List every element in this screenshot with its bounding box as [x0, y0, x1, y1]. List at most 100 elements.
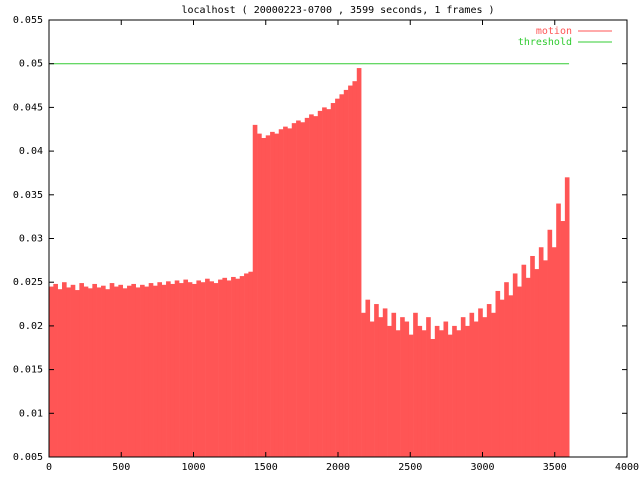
motion-bar [356, 68, 362, 457]
motion-bar [62, 282, 67, 457]
motion-bar [426, 317, 431, 457]
x-tick-label: 2500 [398, 462, 422, 473]
motion-bar [226, 280, 232, 457]
motion-bar [335, 98, 340, 457]
motion-bar [105, 289, 110, 457]
motion-bar [166, 281, 171, 457]
motion-bar [486, 304, 492, 457]
motion-bar [183, 279, 189, 457]
motion-bar [88, 288, 93, 457]
motion-bar [391, 312, 397, 457]
motion-bar [417, 325, 423, 457]
motion-bar [101, 285, 106, 457]
motion-bar [478, 308, 483, 457]
motion-bar [413, 312, 418, 457]
motion-bar [127, 285, 132, 457]
motion-bar [547, 229, 553, 457]
y-tick-label: 0.01 [19, 408, 43, 419]
motion-bar [92, 283, 97, 457]
motion-bar [330, 103, 336, 457]
motion-bar [239, 276, 245, 457]
motion-bar [326, 109, 332, 457]
motion-bar [148, 283, 154, 457]
motion-bar [79, 283, 84, 457]
motion-bar [157, 282, 163, 457]
motion-bar [361, 312, 366, 457]
motion-bar [534, 269, 540, 457]
motion-bar [495, 290, 501, 457]
motion-bar [525, 277, 531, 457]
y-tick-label: 0.05 [19, 59, 43, 70]
motion-bar [543, 260, 548, 457]
motion-bar [512, 273, 518, 457]
motion-bar [291, 123, 297, 457]
motion-bar [235, 278, 241, 457]
motion-bar [261, 137, 267, 458]
motion-bar [421, 330, 427, 457]
motion-bar [369, 321, 375, 457]
motion-bar [556, 203, 561, 457]
motion-bar [248, 271, 254, 457]
motion-bar [343, 89, 349, 458]
motion-bar [521, 264, 527, 457]
x-tick-label: 0 [46, 462, 52, 473]
motion-bar [400, 317, 405, 457]
motion-bar [430, 339, 436, 457]
motion-bar [278, 129, 284, 457]
motion-bar [274, 133, 280, 457]
motion-bar [252, 124, 258, 457]
motion-bar [53, 283, 58, 457]
motion-bar [465, 325, 470, 457]
motion-bar [434, 325, 440, 457]
motion-bar [491, 312, 496, 457]
motion-bar [564, 177, 570, 457]
motion-bar [209, 281, 215, 457]
motion-bar [66, 287, 71, 457]
y-tick-label: 0.02 [19, 321, 43, 332]
motion-bar [213, 283, 219, 457]
motion-bar [313, 116, 319, 457]
y-tick-label: 0.055 [13, 15, 43, 26]
motion-bar [395, 330, 401, 457]
motion-bar [352, 81, 358, 458]
motion-bar [387, 325, 392, 457]
motion-bar [365, 299, 371, 457]
motion-bar [304, 117, 310, 457]
x-tick-label: 500 [112, 462, 130, 473]
motion-bar [530, 255, 535, 457]
motion-bar [551, 247, 557, 457]
legend-label: threshold [518, 37, 572, 48]
motion-bar [135, 287, 141, 457]
motion-bar [339, 94, 345, 457]
motion-bar [70, 284, 76, 457]
motion-bar [205, 278, 210, 457]
motion-bar [57, 289, 63, 457]
motion-bar [140, 284, 145, 457]
x-tick-label: 2000 [326, 462, 350, 473]
motion-bar [322, 107, 327, 458]
y-tick-label: 0.025 [13, 277, 43, 288]
motion-bar [348, 85, 353, 458]
motion-bar [222, 277, 228, 457]
motion-bar [122, 288, 128, 457]
motion-bar [473, 321, 479, 457]
x-tick-label: 4000 [615, 462, 639, 473]
motion-bar [283, 126, 288, 458]
motion-bar [196, 280, 202, 457]
motion-bar [257, 133, 262, 457]
motion-bar [482, 317, 488, 457]
motion-bar [517, 286, 522, 457]
motion-bar [174, 280, 180, 457]
motion-bar [109, 283, 115, 457]
chart-title: localhost ( 20000223-0700 , 3599 seconds… [181, 5, 494, 16]
y-tick-label: 0.005 [13, 452, 43, 463]
motion-bar [218, 279, 223, 457]
motion-bar [153, 285, 158, 457]
x-tick-label: 3000 [470, 462, 494, 473]
motion-bar [114, 286, 119, 457]
motion-bar [404, 321, 410, 457]
motion-bar [161, 284, 167, 457]
motion-bar [309, 114, 314, 457]
motion-bar [378, 317, 384, 457]
